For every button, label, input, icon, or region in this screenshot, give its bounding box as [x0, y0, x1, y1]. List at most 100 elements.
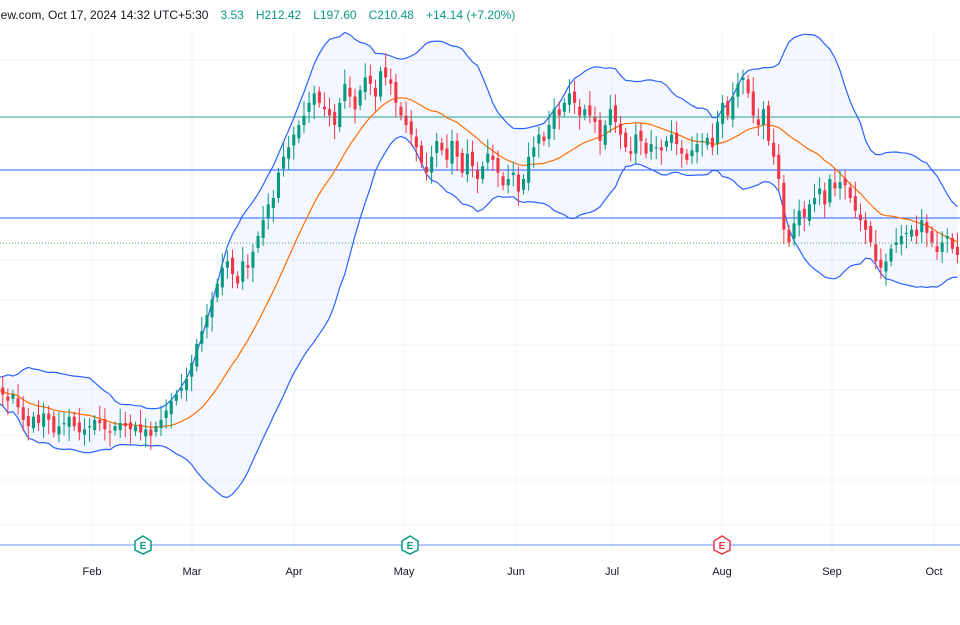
candle-up	[134, 426, 138, 432]
candle-up	[169, 400, 173, 415]
candle-up	[435, 140, 439, 153]
candle-down	[588, 105, 592, 116]
candle-down	[516, 174, 520, 192]
candle-down	[848, 187, 852, 198]
candle-up	[307, 102, 311, 112]
low-value: L197.60	[313, 8, 357, 22]
candle-up	[225, 261, 229, 268]
candle-down	[77, 422, 81, 433]
candle-down	[858, 214, 862, 221]
candle-up	[144, 429, 148, 437]
earnings-marker[interactable]: E	[401, 535, 419, 555]
candle-down	[782, 182, 786, 230]
candle-down	[710, 137, 714, 148]
candle-up	[31, 416, 35, 429]
candle-up	[940, 242, 944, 252]
candle-down	[557, 109, 561, 116]
candle-down	[598, 120, 602, 141]
candle-down	[440, 142, 444, 151]
candle-up	[532, 147, 536, 157]
candle-down	[955, 246, 959, 255]
candle-up	[302, 115, 306, 126]
candle-up	[813, 198, 817, 205]
candle-down	[399, 106, 403, 116]
candle-up	[67, 416, 71, 427]
candle-up	[195, 343, 199, 367]
candle-down	[756, 119, 760, 126]
candle-down	[108, 431, 112, 433]
candle-up	[910, 229, 914, 237]
candle-up	[292, 134, 296, 146]
candle-up	[797, 210, 801, 226]
candle-down	[404, 115, 408, 126]
candle-down	[139, 424, 143, 433]
bollinger-bands	[0, 31, 958, 499]
candle-up	[792, 223, 796, 239]
candle-up	[185, 378, 189, 391]
candle-down	[613, 105, 617, 122]
candle-down	[853, 196, 857, 211]
candle-down	[496, 158, 500, 173]
candle-down	[6, 396, 10, 401]
candle-down	[368, 75, 372, 84]
earnings-badge-shape	[134, 535, 152, 555]
candle-down	[476, 170, 480, 179]
candle-down	[353, 96, 357, 110]
candle-up	[654, 147, 658, 149]
x-tick-label: Feb	[83, 566, 102, 578]
candle-up	[761, 109, 765, 125]
candle-down	[246, 265, 250, 268]
candle-up	[266, 204, 270, 219]
candles	[1, 53, 959, 450]
candle-down	[373, 87, 377, 97]
candle-down	[103, 419, 107, 430]
candle-up	[11, 394, 15, 399]
candle-up	[174, 394, 178, 401]
x-tick-label: Jun	[507, 566, 525, 578]
candle-down	[72, 416, 76, 427]
candle-up	[522, 179, 526, 190]
earnings-marker[interactable]: E	[134, 535, 152, 555]
candle-down	[317, 91, 321, 103]
candle-up	[159, 419, 163, 429]
x-tick-label: Aug	[712, 566, 732, 578]
candle-up	[210, 299, 214, 318]
candle-down	[777, 154, 781, 179]
candle-up	[547, 125, 551, 139]
candle-down	[787, 229, 791, 243]
symbol-source-datetime: iew.com, Oct 17, 2024 14:32 UTC+5:30	[0, 8, 209, 22]
candle-down	[16, 398, 20, 408]
candle-down	[21, 407, 25, 420]
candle-up	[818, 188, 822, 195]
candle-down	[874, 244, 878, 262]
candle-down	[128, 422, 132, 430]
candle-up	[465, 153, 469, 175]
change-value: +14.14 (+7.20%)	[425, 8, 516, 22]
candle-down	[231, 257, 235, 275]
candle-up	[670, 134, 674, 143]
candle-down	[659, 147, 663, 151]
candle-down	[573, 91, 577, 103]
candle-down	[746, 79, 750, 94]
candle-up	[608, 109, 612, 125]
candle-down	[619, 123, 623, 135]
candle-down	[542, 136, 546, 141]
candle-up	[920, 220, 924, 233]
candle-up	[884, 261, 888, 272]
candle-up	[481, 166, 485, 179]
candle-up	[164, 410, 168, 418]
candle-up	[256, 236, 260, 248]
earnings-marker[interactable]: E	[713, 535, 731, 555]
candle-down	[639, 130, 643, 141]
candle-up	[62, 423, 66, 425]
candle-up	[894, 242, 898, 245]
candle-up	[527, 156, 531, 183]
candle-down	[772, 142, 776, 157]
candle-down	[869, 225, 873, 243]
candle-down	[675, 132, 679, 145]
candle-down	[460, 153, 464, 173]
candle-down	[491, 155, 495, 160]
